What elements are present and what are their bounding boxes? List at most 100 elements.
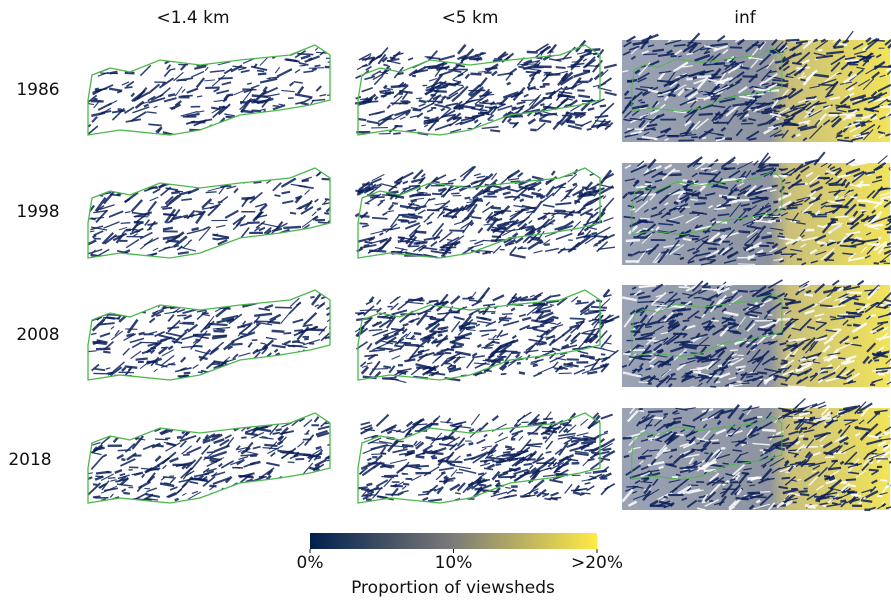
map-streak (408, 300, 424, 301)
map-streak (313, 230, 326, 242)
map-streak (243, 321, 246, 325)
map-streak (699, 497, 704, 498)
map-streak (583, 459, 590, 466)
map-streak (315, 199, 319, 202)
map-streak (148, 201, 156, 211)
map-streak (537, 336, 542, 337)
map-streak (142, 351, 151, 354)
map-streak (545, 431, 557, 433)
map-streak (295, 70, 300, 73)
map-streak (314, 106, 329, 109)
map-streak (365, 242, 373, 243)
map-streak (232, 376, 236, 377)
map-streak (193, 346, 202, 347)
map-streak (876, 176, 882, 177)
map-streak (313, 118, 322, 119)
map-streak (395, 247, 408, 250)
map-streak (782, 158, 789, 163)
map-streak (838, 358, 845, 359)
map-streak (546, 441, 553, 449)
map-streak (160, 483, 174, 486)
map-streak (552, 295, 560, 296)
map-streak (326, 301, 340, 309)
map-streak (153, 248, 158, 251)
map-streak (497, 356, 507, 357)
map-streak (848, 485, 856, 486)
map-streak (207, 418, 218, 425)
map-streak (238, 450, 242, 452)
map-streak (182, 89, 185, 93)
map-streak (154, 417, 161, 425)
map-streak (818, 50, 822, 51)
map-streak (477, 440, 486, 444)
map-streak (265, 494, 269, 497)
map-streak (455, 456, 461, 461)
map-streak (467, 330, 476, 331)
map-streak (316, 86, 321, 91)
map-streak (877, 496, 883, 497)
map-streak (175, 191, 183, 192)
map-streak (246, 176, 263, 179)
map-streak (333, 435, 346, 447)
map-streak (333, 176, 342, 181)
map-streak (710, 483, 728, 484)
map-streak (591, 307, 607, 308)
map-streak (470, 74, 481, 75)
map-streak (531, 193, 541, 195)
map-streak (533, 365, 538, 366)
map-streak (96, 299, 103, 308)
map-streak (518, 66, 524, 67)
map-streak (851, 495, 861, 496)
map-streak (332, 478, 341, 490)
map-streak (105, 182, 117, 185)
map-streak (624, 217, 635, 218)
map-streak (440, 422, 453, 423)
map-streak (723, 205, 731, 206)
map-streak (104, 488, 118, 491)
map-streak (276, 429, 282, 430)
map-streak (287, 295, 291, 299)
map-streak (593, 246, 598, 247)
map-streak (491, 492, 507, 497)
map-streak (220, 422, 225, 424)
map-streak (100, 333, 110, 336)
map-streak (242, 287, 253, 299)
map-streak (451, 296, 460, 304)
map-streak (724, 65, 729, 66)
map-streak (824, 260, 834, 261)
map-streak (100, 188, 111, 189)
map-streak (738, 231, 750, 232)
map-streak (178, 299, 185, 300)
map-streak (423, 198, 430, 207)
map-streak (419, 100, 427, 102)
map-streak (108, 478, 115, 479)
map-streak (144, 104, 149, 106)
map-streak (366, 66, 372, 70)
map-streak (238, 44, 250, 52)
map-streak (507, 170, 519, 178)
map-streak (555, 203, 571, 205)
map-streak (601, 415, 613, 419)
map-streak (161, 206, 168, 207)
map-streak (308, 231, 319, 241)
map-streak (586, 213, 593, 215)
map-streak (423, 498, 428, 500)
map-streak (746, 376, 753, 377)
map-streak (424, 120, 430, 121)
map-streak (206, 169, 212, 175)
map-streak (191, 72, 204, 78)
map-streak (136, 102, 144, 108)
map-streak (473, 200, 478, 201)
map-streak (241, 228, 249, 238)
map-streak (453, 466, 471, 469)
map-streak (366, 484, 372, 485)
map-streak (409, 302, 424, 303)
map-streak (226, 437, 233, 446)
map-texture (358, 412, 615, 501)
map-streak (254, 314, 272, 316)
map-streak (427, 57, 441, 58)
map-streak (297, 54, 313, 55)
map-streak (747, 482, 752, 483)
map-streak (593, 471, 607, 473)
map-streak (513, 233, 518, 237)
